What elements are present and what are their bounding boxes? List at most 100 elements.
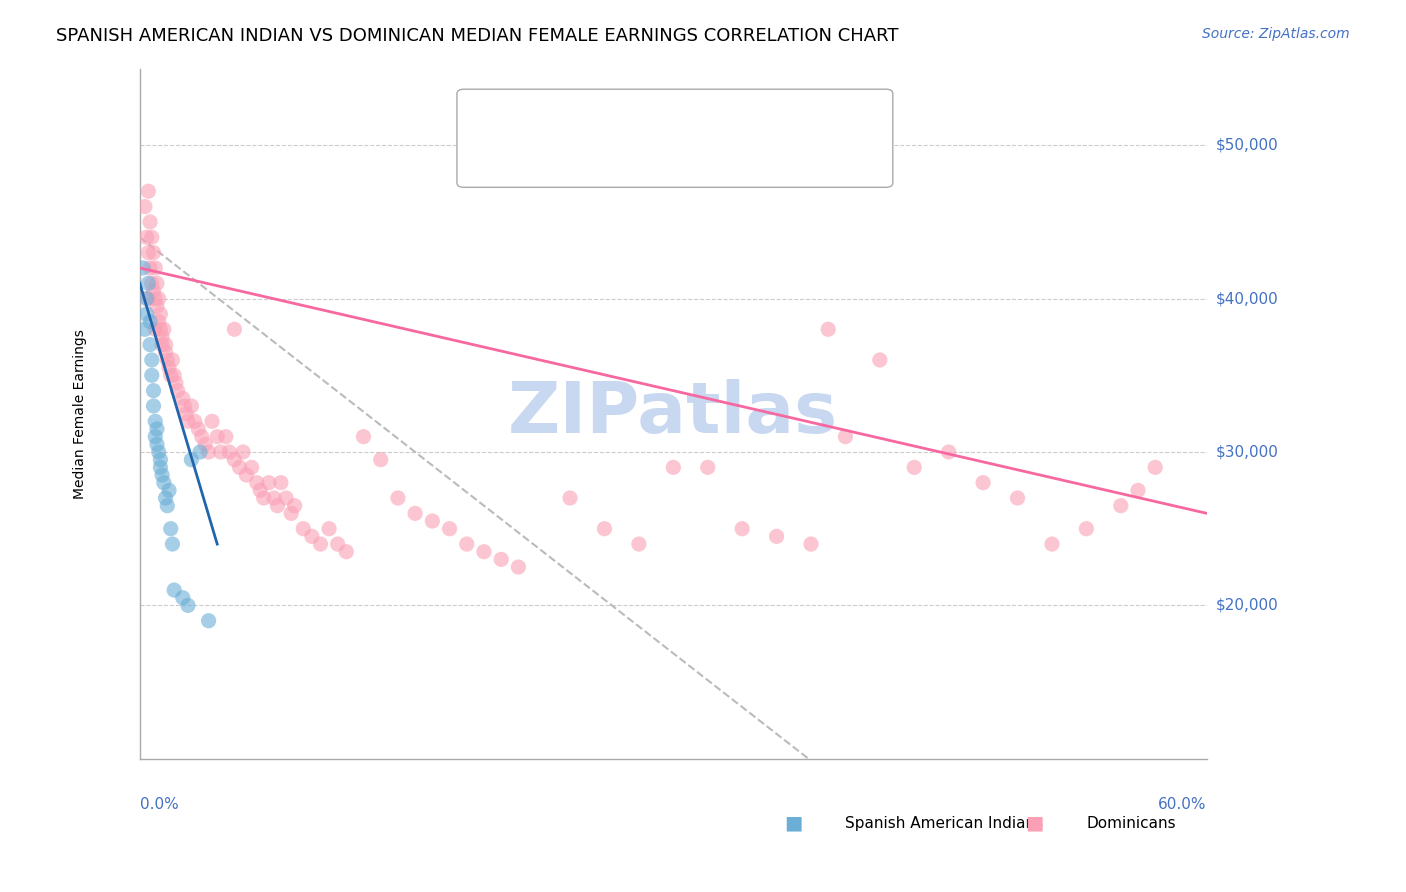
Point	[153, 322, 176, 336]
Point	[188, 445, 211, 459]
Text: ■: ■	[485, 117, 503, 136]
Point	[143, 430, 166, 444]
Point	[139, 315, 162, 329]
Point	[149, 322, 172, 336]
Point	[139, 337, 162, 351]
Point	[834, 430, 856, 444]
Point	[135, 307, 157, 321]
Point	[593, 522, 616, 536]
Point	[205, 430, 228, 444]
Point	[558, 491, 581, 505]
Point	[141, 230, 163, 244]
Point	[266, 499, 288, 513]
Point	[1007, 491, 1029, 505]
Point	[149, 452, 172, 467]
Point	[489, 552, 512, 566]
Text: Spanish American Indians: Spanish American Indians	[845, 815, 1043, 830]
Point	[318, 522, 340, 536]
Point	[143, 322, 166, 336]
Point	[263, 491, 285, 505]
Text: R = R = −0.579: R = R = −0.579	[506, 153, 640, 171]
Point	[301, 529, 323, 543]
Point	[156, 499, 179, 513]
Point	[141, 353, 163, 368]
Point	[163, 583, 186, 598]
Point	[172, 392, 194, 406]
Point	[139, 260, 162, 275]
Point	[232, 445, 254, 459]
Point	[177, 599, 200, 613]
Text: ■: ■	[785, 814, 803, 833]
Point	[508, 560, 530, 574]
Point	[280, 507, 302, 521]
Point	[190, 430, 212, 444]
Point	[184, 414, 207, 428]
Point	[240, 460, 263, 475]
Text: 60.0%: 60.0%	[1159, 797, 1206, 812]
Text: SPANISH AMERICAN INDIAN VS DOMINICAN MEDIAN FEMALE EARNINGS CORRELATION CHART: SPANISH AMERICAN INDIAN VS DOMINICAN MED…	[56, 27, 898, 45]
Point	[284, 499, 307, 513]
Point	[938, 445, 960, 459]
Point	[326, 537, 349, 551]
Point	[173, 399, 195, 413]
Text: $30,000: $30,000	[1215, 444, 1278, 459]
Point	[800, 537, 823, 551]
Point	[142, 399, 165, 413]
Point	[627, 537, 650, 551]
Point	[159, 522, 181, 536]
Point	[180, 452, 202, 467]
Point	[156, 353, 179, 368]
Point	[138, 245, 160, 260]
Point	[370, 452, 392, 467]
Point	[157, 360, 180, 375]
Point	[155, 345, 177, 359]
Point	[1126, 483, 1149, 498]
Point	[218, 445, 240, 459]
Point	[153, 475, 176, 490]
Point	[146, 437, 169, 451]
Point	[235, 468, 257, 483]
Point	[155, 337, 177, 351]
Point	[335, 545, 357, 559]
Text: R = R = −0.208: R = R = −0.208	[506, 118, 640, 136]
Point	[765, 529, 787, 543]
Text: Median Female Earnings: Median Female Earnings	[73, 329, 87, 499]
Point	[249, 483, 271, 498]
Point	[972, 475, 994, 490]
Point	[138, 277, 160, 291]
Text: Source: ZipAtlas.com: Source: ZipAtlas.com	[1202, 27, 1350, 41]
Point	[141, 368, 163, 383]
Point	[148, 445, 170, 459]
Point	[187, 422, 209, 436]
Text: N = 31: N = 31	[668, 118, 725, 136]
Point	[1040, 537, 1063, 551]
Point	[148, 292, 170, 306]
Point	[146, 299, 169, 313]
Point	[177, 414, 200, 428]
Point	[172, 591, 194, 605]
Point	[422, 514, 444, 528]
Point	[404, 507, 426, 521]
Point	[143, 292, 166, 306]
Point	[138, 292, 160, 306]
Point	[143, 414, 166, 428]
Point	[155, 491, 177, 505]
Point	[209, 445, 232, 459]
Text: N = 99: N = 99	[668, 153, 725, 171]
Point	[180, 399, 202, 413]
Point	[135, 230, 157, 244]
Text: ZIPatlas: ZIPatlas	[508, 379, 838, 448]
Point	[903, 460, 925, 475]
Point	[224, 452, 246, 467]
Point	[163, 368, 186, 383]
Point	[149, 460, 172, 475]
Point	[143, 260, 166, 275]
Text: $40,000: $40,000	[1215, 291, 1278, 306]
Text: Dominicans: Dominicans	[1087, 815, 1175, 830]
Point	[439, 522, 461, 536]
Point	[257, 475, 280, 490]
Point	[274, 491, 297, 505]
Point	[869, 353, 891, 368]
Point	[150, 337, 173, 351]
Point	[165, 376, 187, 390]
